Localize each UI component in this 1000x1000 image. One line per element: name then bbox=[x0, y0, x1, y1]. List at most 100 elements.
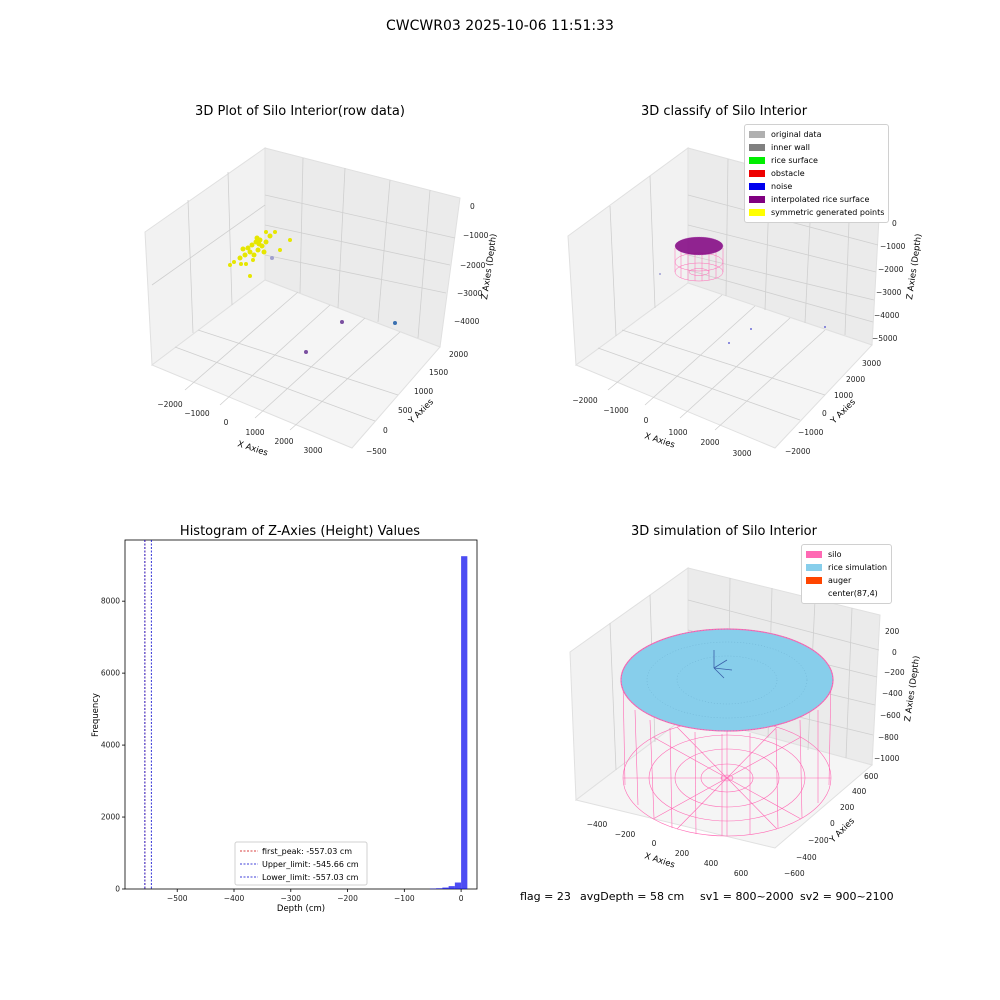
svg-text:−2000: −2000 bbox=[460, 261, 486, 270]
svg-text:600: 600 bbox=[734, 869, 749, 878]
svg-text:−1000: −1000 bbox=[880, 242, 906, 251]
histogram-x-tick-label-2: −300 bbox=[280, 894, 301, 903]
svg-text:0: 0 bbox=[224, 418, 229, 427]
histogram-title: Histogram of Z-Axies (Height) Values bbox=[179, 524, 421, 539]
svg-text:−200: −200 bbox=[884, 668, 905, 677]
simulation-auger bbox=[713, 650, 733, 679]
legend-item-original-data: original data bbox=[749, 128, 884, 141]
raw-floor-pane bbox=[151, 279, 441, 449]
legend-swatch bbox=[806, 590, 822, 597]
legend-swatch bbox=[749, 196, 765, 203]
legend-swatch bbox=[749, 131, 765, 138]
svg-text:0: 0 bbox=[383, 426, 388, 435]
histogram-y-tick-label-4: 8000 bbox=[101, 597, 120, 606]
svg-text:400: 400 bbox=[852, 787, 867, 796]
legend-item-auger: auger bbox=[806, 574, 887, 587]
svg-text:0: 0 bbox=[830, 819, 835, 828]
svg-text:2000: 2000 bbox=[700, 438, 719, 447]
svg-text:200: 200 bbox=[675, 849, 690, 858]
histogram-x-tick-label-5: 0 bbox=[459, 894, 464, 903]
histogram-bar-1 bbox=[436, 888, 443, 889]
svg-text:400: 400 bbox=[704, 859, 719, 868]
legend-swatch bbox=[749, 157, 765, 164]
histogram-legend-box bbox=[234, 841, 368, 886]
classify-3d-plot[interactable]: −2000 −1000 0 1000 2000 3000 X Axies −20… bbox=[500, 0, 1000, 500]
legend-swatch bbox=[749, 144, 765, 151]
legend-item-rice-simulation: rice simulation bbox=[806, 561, 887, 574]
raw-y-ticks: −500 0 500 1000 1500 2000 bbox=[366, 350, 468, 456]
legend-swatch bbox=[749, 209, 765, 216]
svg-text:1500: 1500 bbox=[429, 368, 448, 377]
svg-text:−1000: −1000 bbox=[184, 409, 210, 418]
legend-label-upper-limit: Upper_limit: -545.66 cm bbox=[262, 860, 359, 869]
simulation-legend: silo rice simulation auger center(87,4) bbox=[801, 544, 893, 604]
simulation-z-ticks: 200 0 −200 −400 −600 −800 −1000 bbox=[874, 627, 905, 763]
simulation-y-ticks: −600 −400 −200 0 200 400 600 bbox=[784, 772, 879, 878]
simulation-z-label: Z Axies (Depth) bbox=[903, 655, 922, 722]
legend-swatch bbox=[749, 183, 765, 190]
svg-text:−4000: −4000 bbox=[454, 317, 480, 326]
figure-title: CWCWR03 2025-10-06 11:51:33 bbox=[386, 18, 614, 34]
svg-text:−200: −200 bbox=[615, 830, 636, 839]
legend-swatch bbox=[806, 551, 822, 558]
svg-text:−1000: −1000 bbox=[874, 754, 900, 763]
svg-text:200: 200 bbox=[885, 627, 900, 636]
svg-text:0: 0 bbox=[644, 416, 649, 425]
svg-text:−2000: −2000 bbox=[572, 396, 598, 405]
svg-text:0: 0 bbox=[652, 839, 657, 848]
histogram-plot[interactable]: −500 −400 −300 −200 −100 0 02000400060008000 … bbox=[0, 500, 500, 920]
classify-interpolated-surface bbox=[675, 237, 723, 255]
histogram-y-tick-label-1: 2000 bbox=[101, 813, 120, 822]
classify-z-ticks: 0 −1000 −2000 −3000 −4000 −5000 bbox=[872, 219, 906, 343]
legend-label-lower-limit: Lower_limit: -557.03 cm bbox=[262, 873, 359, 882]
legend-item-interpolated-rice-surface: interpolated rice surface bbox=[749, 193, 884, 206]
histogram-bar-2 bbox=[442, 887, 449, 889]
legend-swatch bbox=[806, 564, 822, 571]
classify-gridlines bbox=[597, 158, 879, 431]
svg-text:−3000: −3000 bbox=[457, 289, 483, 298]
simulation-silo-wireframe bbox=[622, 679, 832, 837]
svg-text:0: 0 bbox=[892, 648, 897, 657]
classify-floor-pane bbox=[574, 282, 873, 449]
raw-plot-title: 3D Plot of Silo Interior(row data) bbox=[195, 104, 405, 119]
raw-gridlines bbox=[151, 157, 456, 431]
histogram-x-label: Depth (cm) bbox=[277, 904, 325, 914]
svg-text:−1000: −1000 bbox=[798, 428, 824, 437]
svg-text:−400: −400 bbox=[587, 820, 608, 829]
histogram-x-tick-label-3: −200 bbox=[337, 894, 358, 903]
svg-text:−800: −800 bbox=[878, 733, 899, 742]
histogram-y-tick-label-2: 4000 bbox=[101, 741, 120, 750]
avg-depth-text: avgDepth = 58 cm bbox=[580, 890, 685, 903]
histogram-bars bbox=[429, 556, 468, 890]
classify-noise-points bbox=[659, 273, 826, 344]
histogram-vlines bbox=[144, 540, 152, 889]
svg-text:2000: 2000 bbox=[274, 437, 293, 446]
histogram-bar-0 bbox=[429, 888, 437, 890]
raw-yellow-cluster bbox=[228, 230, 292, 278]
svg-text:1000: 1000 bbox=[245, 428, 264, 437]
svg-text:−400: −400 bbox=[796, 853, 817, 862]
svg-text:−1000: −1000 bbox=[603, 406, 629, 415]
simulation-3d-plot[interactable]: −400 −200 0 200 400 600 X Axies −600 −40… bbox=[500, 500, 1000, 900]
svg-text:1000: 1000 bbox=[668, 428, 687, 437]
raw-3d-plot[interactable]: −2000 −1000 0 1000 2000 3000 X Axies −50… bbox=[0, 0, 500, 500]
histogram-y-label: Frequency bbox=[91, 693, 101, 737]
svg-text:−2000: −2000 bbox=[785, 447, 811, 456]
classify-x-ticks: −2000 −1000 0 1000 2000 3000 bbox=[572, 396, 751, 458]
legend-item-center: center(87,4) bbox=[806, 587, 887, 600]
histogram-y-tick-label-3: 6000 bbox=[101, 669, 120, 678]
raw-z-ticks: 0 −1000 −2000 −3000 −4000 bbox=[454, 202, 489, 326]
svg-text:−2000: −2000 bbox=[878, 265, 904, 274]
simulation-plot-title: 3D simulation of Silo Interior bbox=[631, 524, 817, 539]
legend-item-symmetric-generated-points: symmetric generated points bbox=[749, 206, 884, 219]
legend-item-noise: noise bbox=[749, 180, 884, 193]
svg-text:0: 0 bbox=[822, 409, 827, 418]
classify-cylinder bbox=[674, 236, 724, 282]
simulation-rice-surface bbox=[620, 628, 834, 732]
svg-text:−600: −600 bbox=[880, 711, 901, 720]
svg-text:−4000: −4000 bbox=[874, 311, 900, 320]
classify-z-label: Z Axies (Depth) bbox=[905, 233, 924, 300]
svg-text:3000: 3000 bbox=[862, 359, 881, 368]
svg-text:200: 200 bbox=[840, 803, 855, 812]
svg-text:3000: 3000 bbox=[732, 449, 751, 458]
